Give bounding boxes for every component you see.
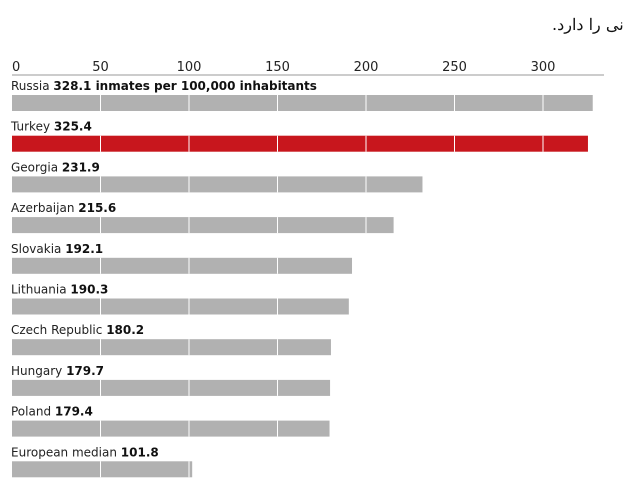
value-label: 325.4 — [54, 120, 92, 134]
category-label: Azerbaijan 215.6 — [11, 201, 116, 215]
bar-row: Hungary 179.7 — [11, 364, 331, 396]
value-label: 190.3 — [70, 283, 108, 297]
category-name: European median — [11, 445, 121, 459]
category-label: Turkey 325.4 — [10, 120, 92, 134]
category-name: Turkey — [10, 120, 54, 134]
category-label: Slovakia 192.1 — [11, 242, 103, 256]
bar-row: Russia 328.1 inmates per 100,000 inhabit… — [11, 79, 593, 111]
bar-row: Georgia 231.9 — [11, 160, 423, 193]
x-axis: 0 50 100 150 200 250 300 — [12, 60, 604, 76]
x-tick-label: 250 — [442, 60, 467, 75]
value-label: 215.6 — [78, 201, 116, 215]
x-tick-label: 0 — [12, 60, 20, 75]
category-name: Lithuania — [11, 283, 70, 297]
value-label: 192.1 — [65, 242, 103, 256]
bar — [12, 217, 394, 234]
value-label: 328.1 — [53, 79, 91, 93]
category-name: Georgia — [11, 160, 62, 174]
x-tick-label: 150 — [265, 60, 290, 75]
x-tick-label: 50 — [92, 60, 109, 75]
bar — [12, 420, 330, 437]
bar-row: Turkey 325.4 — [10, 120, 588, 152]
bar — [12, 257, 353, 274]
bar — [12, 461, 193, 478]
x-tick-label: 200 — [354, 60, 379, 75]
value-label: 101.8 — [121, 445, 159, 459]
category-name: Hungary — [11, 364, 66, 378]
value-label: 179.7 — [66, 364, 104, 378]
bars: Russia 328.1 inmates per 100,000 inhabit… — [10, 79, 593, 478]
bar — [12, 176, 423, 193]
chart-title: در بین کشور های اروپایی ترکیه دومین نرخ … — [552, 15, 623, 34]
category-name: Russia — [11, 79, 53, 93]
category-label: Poland 179.4 — [11, 405, 93, 419]
category-label: Russia 328.1 inmates per 100,000 inhabit… — [11, 79, 317, 93]
category-name: Poland — [11, 405, 55, 419]
bar-row: Azerbaijan 215.6 — [11, 201, 394, 234]
x-tick-label: 100 — [177, 60, 202, 75]
value-label: 231.9 — [62, 160, 100, 174]
bar — [12, 379, 331, 396]
bar — [12, 95, 593, 111]
category-name: Azerbaijan — [11, 201, 78, 215]
value-label: 180.2 — [106, 323, 144, 337]
bar-highlight — [12, 135, 588, 152]
bar — [12, 339, 331, 356]
bar-row: Poland 179.4 — [11, 405, 330, 437]
category-name: Czech Republic — [11, 323, 106, 337]
value-suffix: inmates per 100,000 inhabitants — [91, 79, 317, 93]
category-name: Slovakia — [11, 242, 65, 256]
bar-row: Lithuania 190.3 — [11, 283, 349, 315]
category-label: Hungary 179.7 — [11, 364, 104, 378]
bar-row: Slovakia 192.1 — [11, 242, 353, 274]
category-label: Czech Republic 180.2 — [11, 323, 144, 337]
x-tick-label: 300 — [531, 60, 556, 75]
bar-row: Czech Republic 180.2 — [11, 323, 331, 356]
bar — [12, 298, 349, 315]
value-label: 179.4 — [55, 405, 93, 419]
category-label: Georgia 231.9 — [11, 160, 100, 174]
category-label: Lithuania 190.3 — [11, 283, 108, 297]
category-label: European median 101.8 — [11, 445, 159, 459]
bar-row: European median 101.8 — [11, 445, 193, 478]
